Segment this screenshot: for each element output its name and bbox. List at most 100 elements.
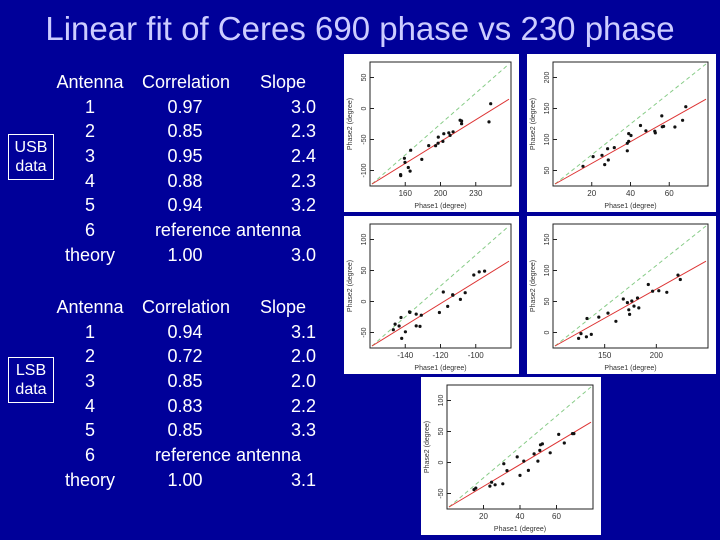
- data-point: [400, 336, 404, 340]
- slope-cell: 3.1: [290, 469, 316, 490]
- correlation-cell: 1.00: [167, 244, 203, 265]
- data-point: [434, 144, 438, 148]
- data-point: [637, 306, 641, 310]
- header-antenna: Antenna: [56, 297, 124, 317]
- fit-line: [554, 260, 707, 347]
- data-point: [414, 312, 418, 316]
- y-tick-label: 0: [438, 460, 445, 464]
- data-point: [630, 299, 634, 303]
- y-tick-label: 150: [544, 234, 551, 246]
- lsb-side-label: LSB data: [8, 357, 54, 403]
- x-tick-label: 20: [587, 189, 596, 198]
- fit-line: [371, 260, 510, 347]
- data-point: [540, 442, 544, 446]
- data-point: [458, 297, 462, 301]
- fit-line: [371, 98, 510, 185]
- data-point: [584, 335, 588, 339]
- y-tick-label: 0: [361, 106, 368, 110]
- data-point: [651, 289, 655, 293]
- x-tick-label: 160: [399, 189, 413, 198]
- data-point: [403, 330, 407, 334]
- data-point: [612, 146, 616, 150]
- y-tick-label: -50: [361, 327, 368, 337]
- data-point: [627, 132, 631, 136]
- correlation-cell: 0.83: [167, 395, 203, 416]
- data-point: [581, 164, 585, 168]
- data-point: [585, 316, 589, 321]
- data-point: [644, 129, 648, 133]
- data-point: [600, 153, 604, 157]
- data-point: [660, 114, 664, 118]
- antenna-cell: 1: [84, 321, 95, 342]
- data-point: [505, 469, 509, 473]
- data-point: [632, 304, 636, 308]
- data-point: [399, 174, 403, 178]
- data-point: [562, 441, 566, 445]
- y-tick-label: 100: [544, 265, 551, 277]
- y-tick-label: 50: [544, 298, 551, 306]
- antenna-cell: theory: [64, 469, 116, 490]
- antenna-cell: 1: [84, 96, 95, 117]
- x-axis-label: Phase1 (degree): [414, 203, 466, 210]
- theory-line: [371, 63, 510, 185]
- data-point: [408, 169, 412, 173]
- data-point: [660, 125, 664, 129]
- data-point: [538, 448, 542, 452]
- data-point: [437, 310, 441, 315]
- data-point: [442, 132, 446, 136]
- data-point: [557, 432, 561, 436]
- scatter-plot-3: -140 -120 -100 100 50 0 -50 Phase1 (degree) Phas…: [344, 216, 519, 374]
- data-point: [446, 304, 450, 308]
- antenna-cell: 6: [84, 445, 95, 466]
- data-point: [635, 296, 640, 300]
- x-tick-label: 60: [665, 189, 674, 198]
- y-tick-label: 0: [544, 330, 551, 334]
- antenna-cell: 2: [84, 346, 95, 367]
- data-point: [614, 319, 618, 323]
- data-point: [603, 163, 607, 167]
- x-tick-label: 40: [626, 189, 635, 198]
- data-point: [646, 282, 650, 287]
- data-point: [579, 332, 583, 336]
- data-point: [483, 269, 487, 273]
- y-tick-label: 100: [438, 395, 445, 407]
- x-tick-label: 60: [552, 512, 561, 521]
- data-point: [448, 133, 452, 137]
- data-point: [625, 149, 629, 153]
- slide-title: Linear fit of Ceres 690 phase vs 230 pha…: [45, 10, 675, 47]
- data-point: [427, 144, 431, 148]
- correlation-cell: 0.85: [167, 371, 203, 392]
- data-point: [393, 322, 397, 326]
- scatter-plot-5: 20 40 60 100 50 0 -50 Phase1 (degree) Phase2 (de…: [421, 377, 601, 535]
- data-point: [419, 313, 423, 317]
- data-point: [522, 459, 526, 463]
- data-point: [621, 297, 625, 301]
- data-point: [490, 480, 494, 484]
- slope-cell: 2.3: [290, 170, 316, 191]
- x-tick-label: 230: [469, 189, 483, 198]
- data-point: [570, 432, 575, 436]
- x-tick-label: 20: [479, 512, 488, 521]
- scatter-plot-1: 160 200 230 50 0 -50 -100 Phase1 (degree) Phase2…: [344, 54, 519, 212]
- fit-line: [448, 421, 592, 508]
- data-point: [418, 324, 422, 328]
- antenna-cell: 5: [84, 420, 95, 441]
- data-point: [606, 311, 610, 315]
- data-point: [606, 147, 610, 151]
- antenna-cell: 3: [84, 146, 95, 167]
- x-tick-label: -140: [397, 351, 414, 360]
- data-point: [678, 277, 682, 282]
- y-tick-label: 50: [544, 167, 551, 175]
- data-point: [515, 455, 519, 459]
- fit-line: [554, 98, 707, 185]
- data-point: [460, 119, 464, 123]
- y-tick-label: -50: [361, 134, 368, 144]
- correlation-cell: 0.95: [167, 146, 203, 167]
- data-point: [627, 308, 631, 312]
- x-tick-label: 200: [650, 351, 664, 360]
- data-point: [451, 293, 455, 297]
- data-point: [536, 459, 540, 463]
- data-point: [673, 125, 677, 129]
- data-point: [518, 473, 522, 477]
- x-tick-label: -120: [432, 351, 449, 360]
